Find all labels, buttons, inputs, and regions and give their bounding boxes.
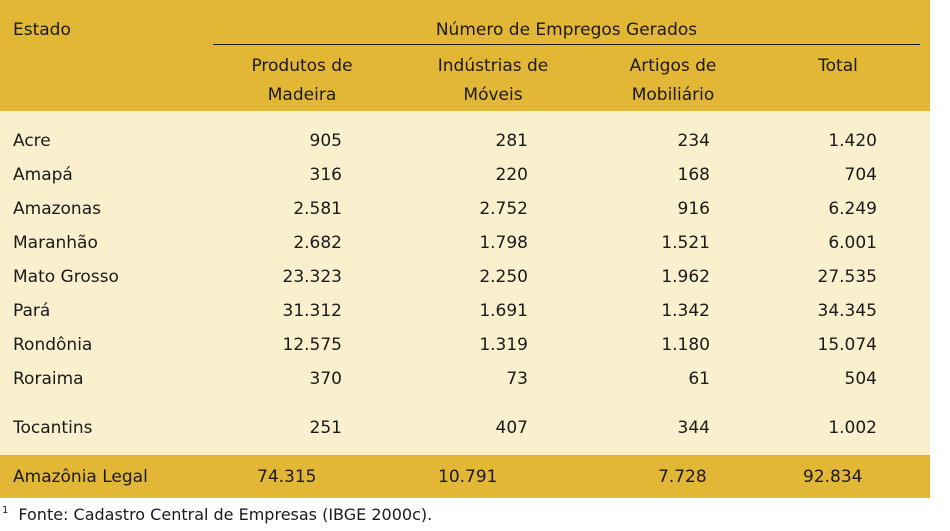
cell-industrias-moveis: 2.752 <box>479 199 528 219</box>
cell-industrias-moveis: 10.791 <box>438 467 498 487</box>
cell-total: 27.535 <box>817 267 877 287</box>
header-col-line2: Madeira <box>267 85 337 105</box>
cell-total: 704 <box>844 165 877 185</box>
cell-total: 1.420 <box>828 131 877 151</box>
cell-artigos-mobiliario: 1.962 <box>661 267 710 287</box>
header-col-line1: Indústrias de <box>437 56 549 76</box>
cell-produtos-madeira: 2.581 <box>293 199 342 219</box>
cell-artigos-mobiliario: 1.521 <box>661 233 710 253</box>
cell-industrias-moveis: 220 <box>495 165 528 185</box>
cell-produtos-madeira: 74.315 <box>257 467 317 487</box>
cell-estado: Maranhão <box>13 233 98 253</box>
header-col-line2: Mobiliário <box>631 85 715 105</box>
header-col-artigos-mobiliario: Artigos de Mobiliário <box>583 52 763 110</box>
cell-artigos-mobiliario: 1.180 <box>661 335 710 355</box>
cell-industrias-moveis: 407 <box>495 418 528 438</box>
cell-produtos-madeira: 316 <box>309 165 342 185</box>
cell-industrias-moveis: 1.798 <box>479 233 528 253</box>
cell-total: 1.002 <box>828 418 877 438</box>
cell-industrias-moveis: 73 <box>506 369 528 389</box>
cell-artigos-mobiliario: 1.342 <box>661 301 710 321</box>
cell-produtos-madeira: 12.575 <box>282 335 342 355</box>
cell-total: 92.834 <box>803 467 863 487</box>
header-col-industrias-moveis: Indústrias de Móveis <box>403 52 583 110</box>
cell-total: 504 <box>844 369 877 389</box>
cell-artigos-mobiliario: 344 <box>677 418 710 438</box>
table-body-band <box>0 111 930 455</box>
cell-estado: Acre <box>13 131 51 151</box>
header-col-total: Total <box>748 52 928 81</box>
cell-total: 34.345 <box>817 301 877 321</box>
cell-total: 15.074 <box>817 335 877 355</box>
table-header-band <box>0 0 930 111</box>
cell-estado: Amazônia Legal <box>13 467 148 487</box>
cell-estado: Pará <box>13 301 51 321</box>
cell-artigos-mobiliario: 61 <box>688 369 710 389</box>
cell-industrias-moveis: 281 <box>495 131 528 151</box>
cell-artigos-mobiliario: 234 <box>677 131 710 151</box>
header-col-line1: Artigos de <box>629 56 717 76</box>
header-estado: Estado <box>13 20 71 40</box>
table-footer-band <box>0 455 930 498</box>
header-col-line1: Produtos de <box>251 56 353 76</box>
cell-estado: Tocantins <box>13 418 93 438</box>
cell-produtos-madeira: 2.682 <box>293 233 342 253</box>
cell-produtos-madeira: 370 <box>309 369 342 389</box>
cell-produtos-madeira: 251 <box>309 418 342 438</box>
source-note-text: Fonte: Cadastro Central de Empresas (IBG… <box>18 505 433 524</box>
cell-artigos-mobiliario: 168 <box>677 165 710 185</box>
cell-industrias-moveis: 1.319 <box>479 335 528 355</box>
cell-estado: Rondônia <box>13 335 93 355</box>
cell-estado: Mato Grosso <box>13 267 119 287</box>
header-col-line2: Móveis <box>463 85 523 105</box>
cell-industrias-moveis: 1.691 <box>479 301 528 321</box>
cell-estado: Roraima <box>13 369 84 389</box>
cell-estado: Amazonas <box>13 199 101 219</box>
source-note: 1 Fonte: Cadastro Central de Empresas (IB… <box>2 505 432 524</box>
cell-artigos-mobiliario: 916 <box>677 199 710 219</box>
header-group-title: Número de Empregos Gerados <box>435 20 698 40</box>
cell-produtos-madeira: 23.323 <box>282 267 342 287</box>
header-col-produtos-madeira: Produtos de Madeira <box>212 52 392 110</box>
cell-estado: Amapá <box>13 165 73 185</box>
cell-produtos-madeira: 905 <box>309 131 342 151</box>
cell-total: 6.001 <box>828 233 877 253</box>
cell-artigos-mobiliario: 7.728 <box>658 467 707 487</box>
header-group-rule <box>213 44 920 45</box>
header-col-line1: Total <box>818 56 858 76</box>
cell-industrias-moveis: 2.250 <box>479 267 528 287</box>
footnote-mark: 1 <box>2 505 9 516</box>
cell-total: 6.249 <box>828 199 877 219</box>
cell-produtos-madeira: 31.312 <box>282 301 342 321</box>
